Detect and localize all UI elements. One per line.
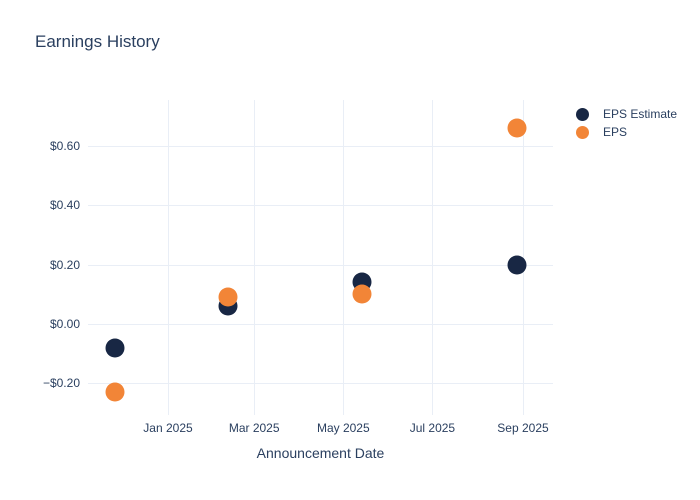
plot-area — [88, 100, 553, 415]
y-tick-label: $0.40 — [49, 198, 80, 213]
y-tick-label: $0.20 — [49, 257, 80, 272]
data-point-eps-estimate[interactable] — [105, 338, 125, 358]
legend: EPS Estimate EPS — [576, 105, 677, 141]
data-point-eps-estimate[interactable] — [507, 255, 527, 275]
legend-item-label: EPS Estimate — [603, 107, 678, 121]
x-axis-title: Announcement Date — [256, 445, 385, 461]
x-tick-label: Jan 2025 — [143, 421, 193, 435]
grid-line-vertical — [432, 100, 434, 415]
legend-item-eps[interactable]: EPS — [576, 123, 677, 141]
y-tick-label: $0.00 — [49, 317, 80, 331]
data-point-eps[interactable] — [105, 382, 125, 402]
grid-line-horizontal — [88, 146, 553, 148]
grid-line-horizontal — [88, 383, 553, 385]
data-point-eps[interactable] — [352, 284, 372, 304]
grid-line-horizontal — [88, 205, 553, 207]
grid-line-horizontal — [88, 264, 553, 266]
x-tick-label: May 2025 — [316, 421, 370, 435]
x-tick-label: Sep 2025 — [497, 421, 549, 435]
x-tick-label: Mar 2025 — [228, 421, 280, 435]
grid-line-vertical — [168, 100, 169, 415]
grid-line-vertical — [254, 100, 256, 415]
legend-marker-icon — [576, 125, 589, 139]
x-tick-label: Jul 2025 — [409, 421, 456, 435]
data-point-eps[interactable] — [218, 287, 238, 307]
y-tick-label: −$0.20 — [42, 376, 80, 391]
legend-item-eps-estimate[interactable]: EPS Estimate — [576, 105, 677, 123]
data-point-eps[interactable] — [507, 118, 527, 138]
chart-title: Earnings History — [35, 32, 160, 51]
legend-item-label: EPS — [603, 125, 628, 139]
grid-line-horizontal — [88, 324, 553, 325]
grid-line-vertical — [343, 100, 345, 415]
legend-marker-icon — [576, 107, 589, 121]
y-tick-label: $0.60 — [49, 139, 80, 154]
